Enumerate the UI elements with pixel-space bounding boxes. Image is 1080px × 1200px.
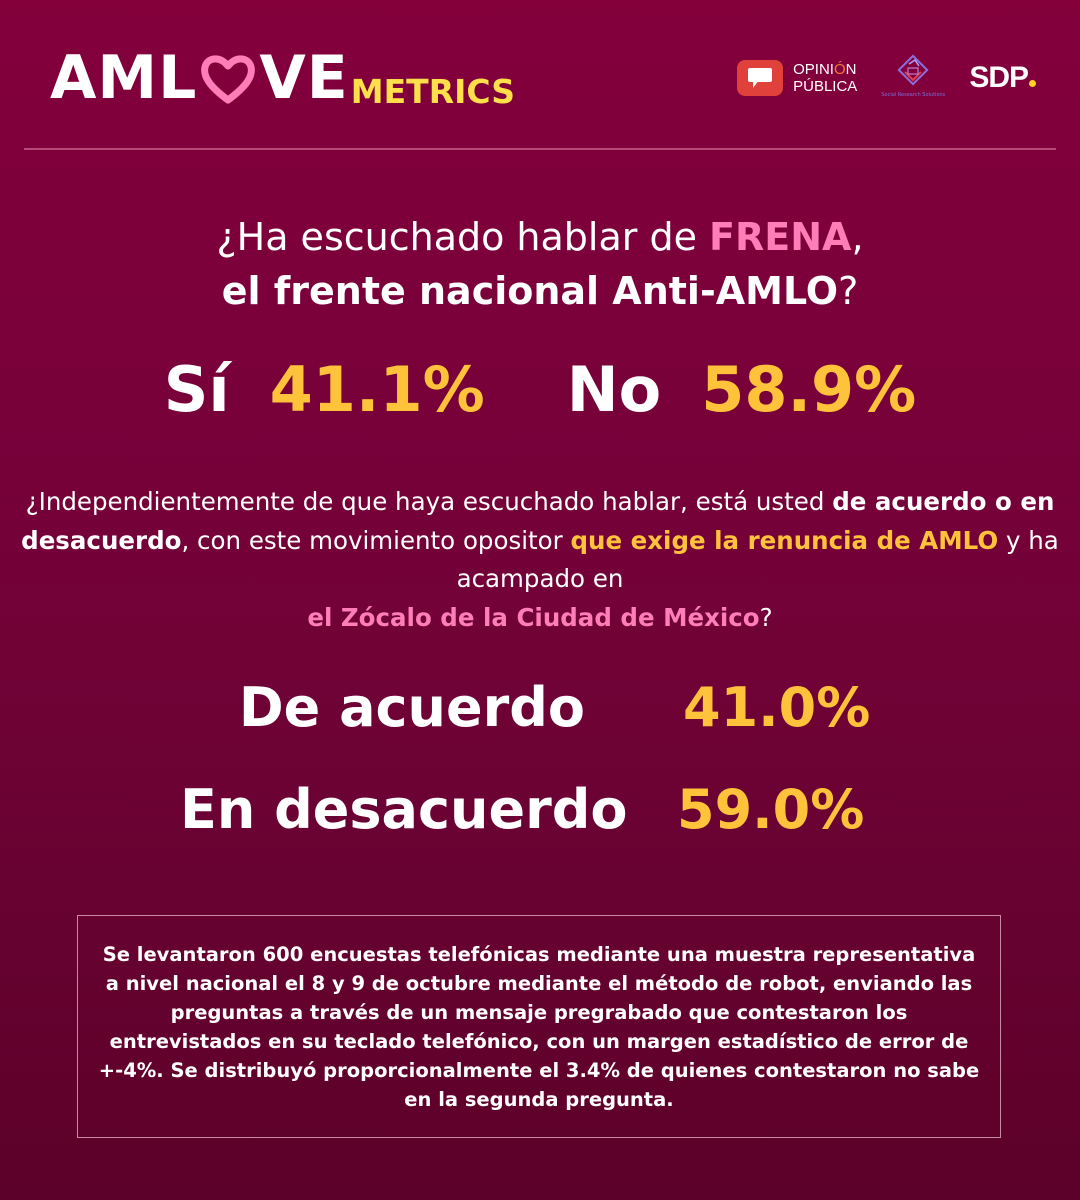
speech-bubble-icon [737, 60, 784, 96]
result-disagree-value: 59.0% [677, 778, 865, 841]
q1-question-mark: ? [838, 269, 859, 313]
q2-yellow-phrase: que exige la renuncia de AMLO [570, 525, 999, 555]
result-agree-label: De acuerdo [238, 676, 585, 739]
brand-wordmark: AML VE [50, 48, 349, 108]
results-1: Sí 41.1% No 58.9% [0, 355, 1080, 425]
result-yes-label: Sí [163, 353, 230, 426]
question-1-line2: el frente nacional Anti-AMLO? [0, 264, 1080, 318]
result-no-label: No [566, 353, 662, 426]
methodology-box: Se levantaron 600 encuestas telefónicas … [77, 915, 1001, 1138]
srs-emblem-icon [897, 54, 929, 86]
header-divider [24, 148, 1056, 150]
q2-bold-phrase: de acuerdo o en desacuerdo [21, 487, 1055, 555]
srs-caption: Social Research Solutions [881, 92, 946, 98]
q1-comma: , [851, 215, 864, 259]
opinion-publica-logo: OPINIÓN PÚBLICA [737, 60, 857, 96]
brand-part1: AML [50, 43, 198, 113]
brand-part2: VE [259, 43, 349, 113]
op-line1-pre: OPINI [793, 61, 834, 78]
result-agree-value: 41.0% [683, 676, 871, 739]
q1-text: ¿Ha escuchado hablar de [216, 215, 710, 259]
partner-logos: OPINIÓN PÚBLICA Social Research Solution… [737, 50, 1036, 106]
question-1-line1: ¿Ha escuchado hablar de FRENA, [0, 210, 1080, 264]
brand-metrics: METRICS [350, 72, 515, 111]
op-line1-accent: Ó [833, 61, 846, 78]
question-2: ¿Independientemente de que haya escuchad… [0, 483, 1080, 637]
q1-frena-highlight: FRENA [709, 215, 852, 259]
opinion-publica-text: OPINIÓN PÚBLICA [793, 61, 857, 95]
result-disagree-label: En desacuerdo [180, 778, 628, 841]
q1-bold-text: el frente nacional Anti-AMLO [221, 269, 839, 313]
q2-text-3: y ha acampado en [456, 525, 1059, 594]
q2-pink-phrase: el Zócalo de la Ciudad de México [307, 602, 760, 632]
result-no-value: 58.9% [701, 353, 917, 426]
sdp-dot-icon [1029, 80, 1036, 87]
question-1: ¿Ha escuchado hablar de FRENA, el frente… [0, 210, 1080, 318]
methodology-note: Se levantaron 600 encuestas telefónicas … [98, 942, 980, 1111]
q2-text-2: , con este movimiento opositor [181, 525, 571, 555]
sdp-logo: SDP [969, 61, 1036, 95]
header: AML VE METRICS OPINIÓN PÚBLICA [0, 0, 1080, 150]
sdp-text: SDP [969, 61, 1029, 94]
social-research-solutions-logo: Social Research Solutions [881, 50, 946, 106]
heart-icon [199, 50, 257, 108]
brand-logo: AML VE METRICS [50, 48, 515, 108]
op-line1-post: N [845, 61, 857, 78]
result-yes-value: 41.1% [269, 353, 485, 426]
op-line2: PÚBLICA [793, 78, 858, 95]
q2-question-mark: ? [759, 602, 773, 632]
q2-text-1: ¿Independientemente de que haya escuchad… [25, 487, 833, 516]
